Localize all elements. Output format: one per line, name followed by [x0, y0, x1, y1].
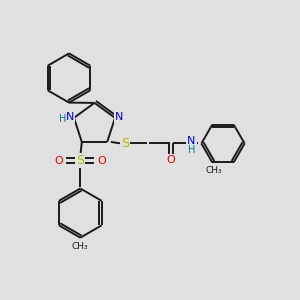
Text: O: O — [54, 156, 63, 166]
Text: N: N — [187, 136, 196, 146]
Text: CH₃: CH₃ — [206, 166, 222, 175]
Text: O: O — [167, 155, 176, 165]
Text: H: H — [188, 145, 195, 155]
Text: S: S — [76, 154, 84, 167]
Text: O: O — [98, 156, 106, 166]
Text: N: N — [66, 112, 74, 122]
Text: S: S — [121, 137, 129, 150]
Text: CH₃: CH₃ — [72, 242, 88, 250]
Text: H: H — [59, 114, 66, 124]
Text: N: N — [115, 112, 123, 122]
